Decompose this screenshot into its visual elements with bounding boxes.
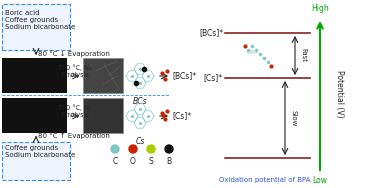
- FancyBboxPatch shape: [2, 4, 70, 50]
- Text: [Cs]*: [Cs]*: [172, 111, 191, 121]
- Text: Coffee grounds
Sodium bicarbonate: Coffee grounds Sodium bicarbonate: [5, 145, 75, 158]
- Text: 80 °C ↑ Evaporation: 80 °C ↑ Evaporation: [38, 133, 110, 139]
- Text: B: B: [166, 157, 172, 166]
- Text: Fast: Fast: [300, 48, 306, 62]
- Bar: [2, 58, 67, 93]
- Text: [BCs]*: [BCs]*: [199, 29, 223, 37]
- Text: S: S: [149, 157, 153, 166]
- Text: BPA: BPA: [246, 51, 258, 55]
- Text: BCs: BCs: [133, 97, 147, 106]
- Text: Potential (V): Potential (V): [336, 70, 344, 118]
- Circle shape: [111, 145, 119, 153]
- Text: Slow: Slow: [290, 110, 296, 126]
- FancyBboxPatch shape: [2, 142, 70, 180]
- Text: C: C: [112, 157, 118, 166]
- Text: 700 °C, N₂
Pyrolysis: 700 °C, N₂ Pyrolysis: [58, 64, 92, 78]
- Circle shape: [129, 145, 137, 153]
- Circle shape: [165, 145, 173, 153]
- Text: Oxidation potential of BPA: Oxidation potential of BPA: [219, 177, 311, 183]
- Bar: [2, 98, 67, 133]
- Text: 700 °C, N₂
Pyrolysis: 700 °C, N₂ Pyrolysis: [58, 104, 92, 118]
- Text: [Cs]*: [Cs]*: [204, 74, 223, 83]
- Bar: [83, 98, 123, 133]
- Text: [BCs]*: [BCs]*: [172, 71, 196, 80]
- Text: Cs: Cs: [135, 137, 145, 146]
- Circle shape: [147, 145, 155, 153]
- Bar: [83, 58, 123, 93]
- Text: Boric acid
Coffee grounds
Sodium bicarbonate: Boric acid Coffee grounds Sodium bicarbo…: [5, 10, 75, 30]
- Text: High: High: [311, 4, 329, 13]
- Text: 80 °C ↓ Evaporation: 80 °C ↓ Evaporation: [38, 51, 110, 57]
- Text: O: O: [130, 157, 136, 166]
- Text: Low: Low: [313, 176, 327, 185]
